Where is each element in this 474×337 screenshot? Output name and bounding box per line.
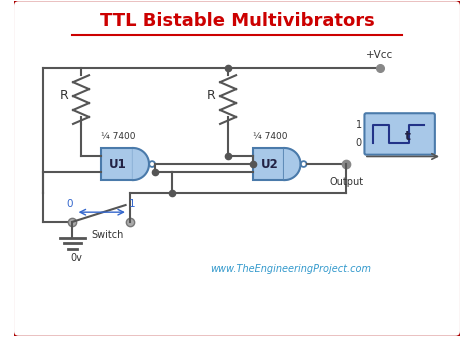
Text: U1: U1 <box>109 157 127 171</box>
Text: 0: 0 <box>67 200 73 210</box>
Text: +Vcc: +Vcc <box>366 50 393 60</box>
Text: R: R <box>207 89 216 102</box>
Text: 1: 1 <box>356 120 362 130</box>
Text: www.TheEngineeringProject.com: www.TheEngineeringProject.com <box>210 264 371 274</box>
Text: t: t <box>405 130 410 144</box>
Text: Switch: Switch <box>91 230 124 240</box>
Text: U2: U2 <box>261 157 279 171</box>
Text: TTL Bistable Multivibrators: TTL Bistable Multivibrators <box>100 12 374 30</box>
Text: 0v: 0v <box>71 253 82 263</box>
Polygon shape <box>284 148 301 180</box>
Text: R: R <box>60 89 68 102</box>
Polygon shape <box>133 148 149 180</box>
Text: 0: 0 <box>356 138 362 148</box>
Text: 1: 1 <box>129 200 136 210</box>
FancyBboxPatch shape <box>365 113 435 155</box>
Bar <box>101 148 133 180</box>
Text: Output: Output <box>329 177 363 186</box>
FancyBboxPatch shape <box>12 0 462 337</box>
Text: ¼ 7400: ¼ 7400 <box>253 132 287 141</box>
Bar <box>253 148 284 180</box>
Text: ¼ 7400: ¼ 7400 <box>101 132 136 141</box>
